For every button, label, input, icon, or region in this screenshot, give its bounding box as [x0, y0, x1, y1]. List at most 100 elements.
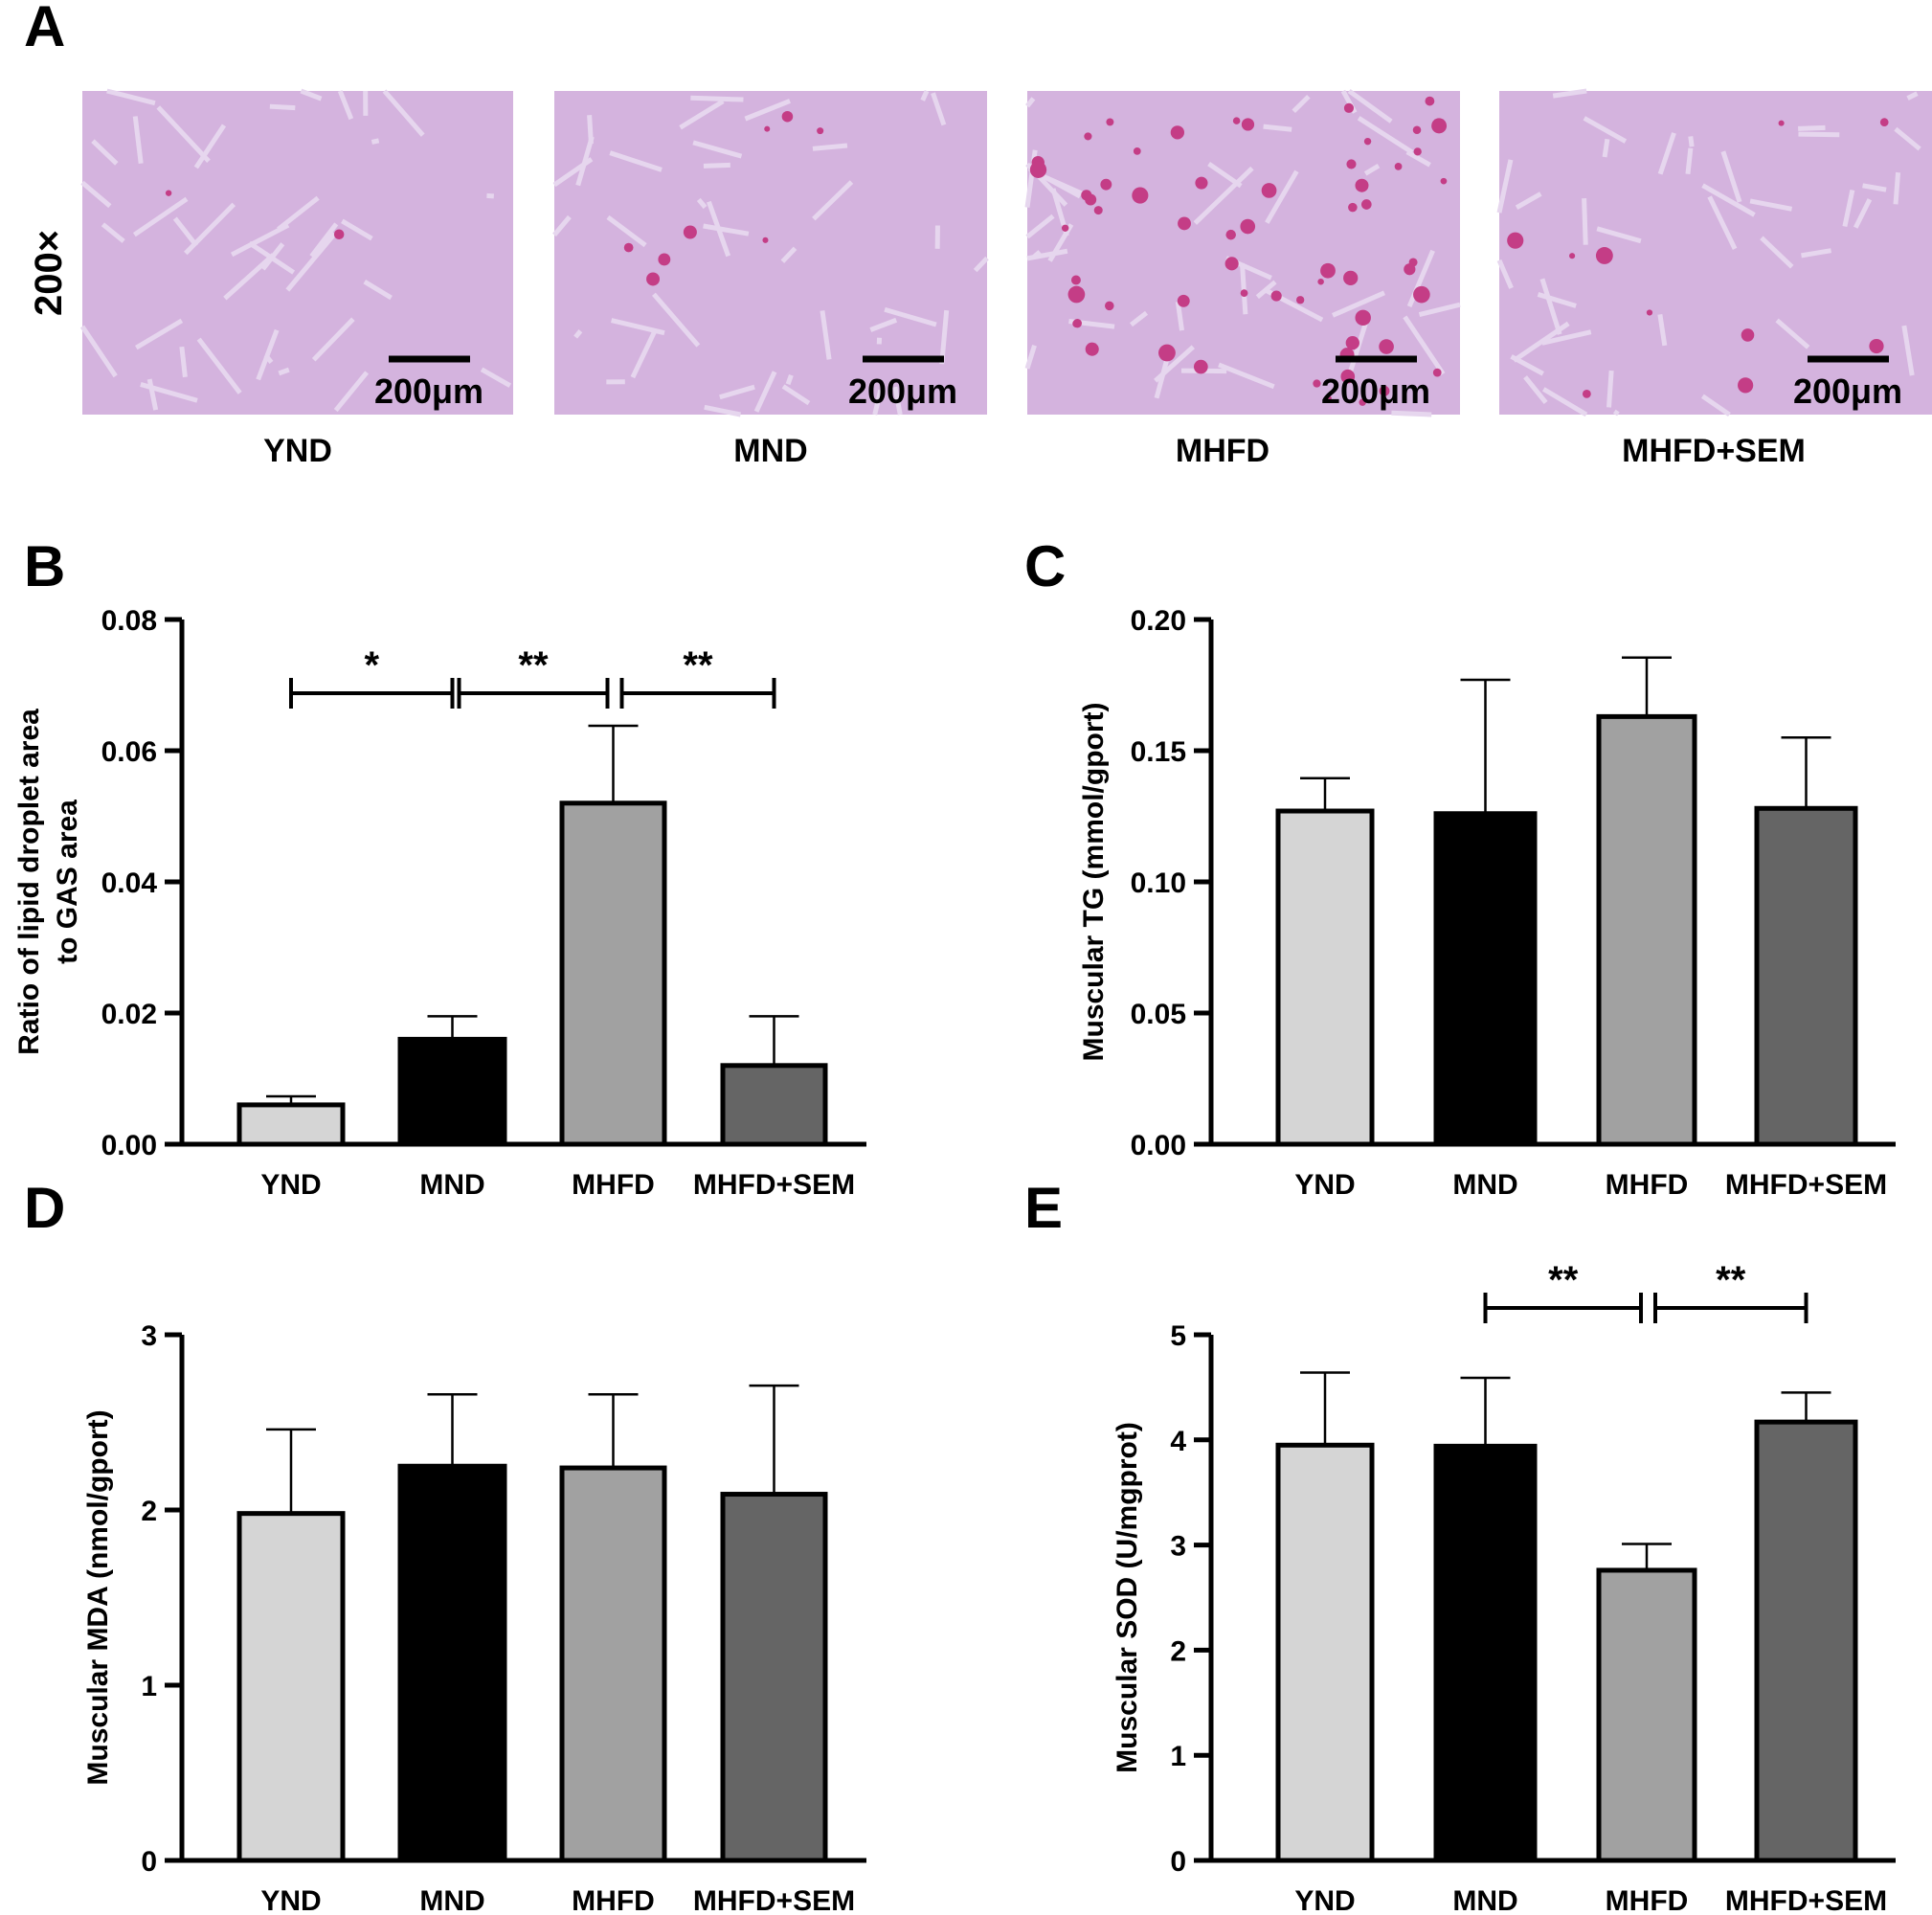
x-tick-label: MHFD+SEM [693, 1885, 855, 1915]
y-tick-label: 0.06 [101, 736, 157, 768]
significance-bracket: ** [1653, 1259, 1808, 1323]
y-tick-label: 2 [1170, 1635, 1186, 1667]
scale-bar-label: 200μm [848, 372, 957, 411]
micrograph-1: 200μm [552, 89, 989, 417]
y-tick-label: 1 [1170, 1741, 1186, 1772]
y-tick-label: 1 [141, 1671, 157, 1702]
x-tick-label: MHFD [572, 1169, 655, 1201]
x-tick-label: MND [419, 1885, 484, 1915]
group-label: YND [263, 433, 332, 469]
error-bar [1781, 1391, 1831, 1423]
y-axis-title: Muscular MDA (nmol/gport) [82, 1409, 114, 1785]
error-bar [266, 1428, 316, 1514]
significance-label: ** [518, 644, 549, 687]
x-tick-label: MHFD+SEM [1725, 1169, 1887, 1201]
micrograph-3: 200μm [1496, 88, 1932, 417]
bar-mhfd [1596, 1567, 1697, 1863]
significance-bracket: * [289, 644, 455, 709]
bar-mhfd-sem [720, 1492, 828, 1863]
bar-mnd [397, 1463, 507, 1863]
panel-a-micrographs: 200× 200μm YND 200μm MND 200μm MHFD 200μm MHFD+… [28, 88, 1932, 469]
error-bar [1622, 656, 1672, 717]
y-tick-label: 0 [141, 1846, 157, 1878]
x-tick-label: MHFD [572, 1885, 655, 1915]
significance-label: ** [1716, 1259, 1746, 1301]
group-label: MHFD [1176, 433, 1269, 469]
error-bar [1781, 736, 1831, 809]
x-tick-label: YND [1294, 1885, 1355, 1915]
x-tick-label: YND [260, 1169, 321, 1201]
bar-mhfd [559, 1465, 667, 1863]
y-tick-label: 0.08 [101, 605, 157, 637]
y-tick-label: 4 [1170, 1426, 1186, 1457]
y-tick-label: 5 [1170, 1320, 1186, 1352]
bar-mhfd-sem [1754, 805, 1858, 1147]
micrograph-2: 200μm [1024, 88, 1461, 417]
y-tick-label: 0.20 [1131, 605, 1186, 637]
y-axis-title: Muscular SOD (U/mgprot) [1112, 1422, 1143, 1773]
x-tick-label: MHFD+SEM [693, 1169, 855, 1201]
x-tick-label: YND [260, 1885, 321, 1915]
scale-bar-label: 200μm [1793, 372, 1902, 411]
error-bar [588, 724, 639, 803]
y-tick-label: 0 [1170, 1846, 1186, 1878]
error-bar [749, 1384, 799, 1495]
y-tick-label: 0.10 [1131, 867, 1186, 899]
group-label: MHFD+SEM [1622, 433, 1806, 469]
bar-mhfd [1596, 713, 1697, 1147]
error-bar [1300, 777, 1350, 812]
y-tick-label: 0.00 [101, 1130, 157, 1161]
y-tick-label: 0.02 [101, 999, 157, 1030]
scale-bar-label: 200μm [374, 372, 483, 411]
error-bar [427, 1015, 478, 1040]
x-tick-label: MHFD [1606, 1169, 1689, 1201]
y-tick-label: 3 [1170, 1531, 1186, 1563]
bar-mhfd-sem [720, 1063, 828, 1147]
error-bar [1300, 1371, 1350, 1446]
error-bar [1460, 678, 1511, 814]
error-bar [266, 1094, 316, 1105]
y-tick-label: 2 [141, 1496, 157, 1527]
x-tick-label: YND [1294, 1169, 1355, 1201]
bar-ynd [236, 1511, 346, 1863]
bar-ynd [236, 1102, 346, 1147]
y-tick-label: 0.00 [1131, 1130, 1186, 1161]
significance-bracket: ** [619, 644, 776, 709]
group-label: MND [733, 433, 807, 469]
panel-letter-b: B [24, 534, 65, 598]
bar-mnd [1433, 1443, 1538, 1863]
bar-ynd [1275, 1442, 1375, 1863]
x-tick-label: MND [1452, 1169, 1517, 1201]
panel-e-chart: YND MND MHFD MHFD+SEM 0 1 2 3 4 5 Muscular SOD (U/… [1112, 1259, 1896, 1915]
panel-letter-c: C [1024, 534, 1066, 598]
micrograph-0: 200μm [79, 88, 513, 415]
x-tick-label: MND [1452, 1885, 1517, 1915]
y-axis-title: Ratio of lipid droplet area [13, 709, 45, 1055]
scale-bar-label: 200μm [1321, 372, 1430, 411]
x-tick-label: MHFD+SEM [1725, 1885, 1887, 1915]
y-axis-title: Muscular TG (mmol/gport) [1078, 703, 1110, 1062]
bar-mhfd-sem [1754, 1419, 1858, 1863]
significance-label: ** [1548, 1259, 1579, 1301]
panel-b-chart: YND MND MHFD MHFD+SEM 0.00 0.02 0.04 0.06 0.08 Ra… [13, 605, 866, 1201]
panel-d-chart: YND MND MHFD MHFD+SEM 0 1 2 3 Muscular MDA (nmol… [82, 1320, 866, 1915]
bar-mnd [1433, 811, 1538, 1147]
magnification-label: 200× [28, 230, 70, 316]
panel-letter-d: D [24, 1176, 65, 1240]
panel-c-chart: YND MND MHFD MHFD+SEM 0.00 0.05 0.10 0.15 0.20 Mu… [1078, 605, 1896, 1201]
significance-label: * [364, 644, 379, 687]
bar-ynd [1275, 808, 1375, 1147]
error-bar [1460, 1376, 1511, 1447]
y-tick-label: 0.15 [1131, 736, 1186, 768]
x-tick-label: MHFD [1606, 1885, 1689, 1915]
y-axis-title: to GAS area [52, 800, 83, 964]
significance-bracket: ** [457, 644, 610, 709]
error-bar [1622, 1543, 1672, 1570]
panel-letter-e: E [1024, 1176, 1063, 1240]
error-bar [588, 1392, 639, 1469]
y-tick-label: 3 [141, 1320, 157, 1352]
x-tick-label: MND [419, 1169, 484, 1201]
significance-bracket: ** [1483, 1259, 1643, 1323]
panel-letter-a: A [24, 0, 65, 58]
bar-mhfd [559, 800, 667, 1147]
